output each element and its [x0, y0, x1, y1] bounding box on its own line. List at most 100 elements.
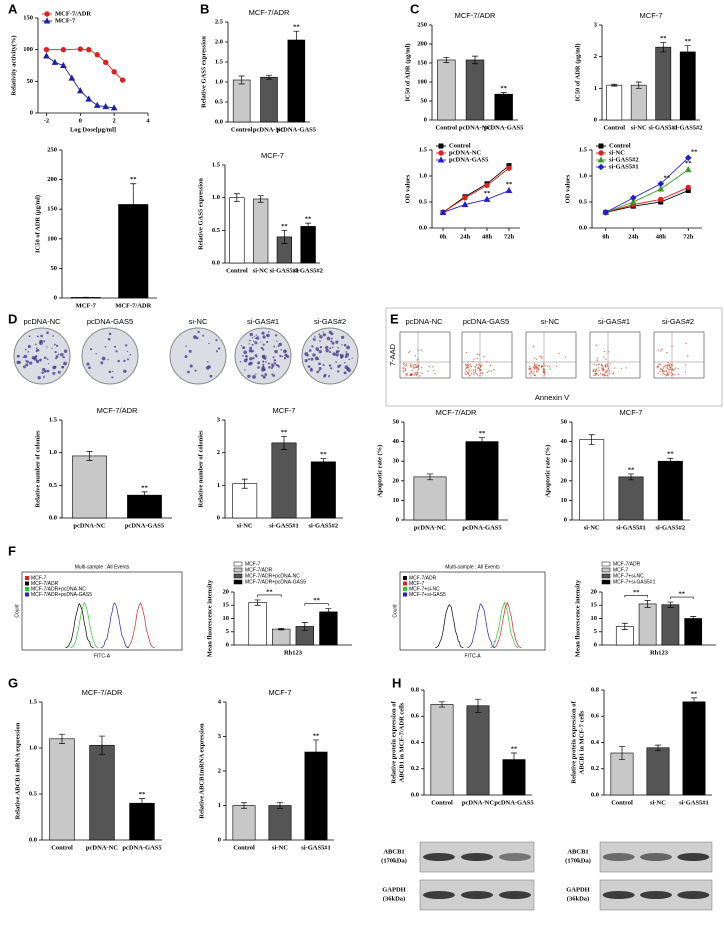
event: [607, 351, 610, 353]
colony: [325, 348, 329, 353]
event: [402, 370, 404, 372]
chart-title: MCF-7/ADR: [436, 408, 477, 417]
event: [417, 368, 420, 370]
event: [606, 363, 609, 366]
event: [533, 368, 536, 370]
bar: [638, 603, 657, 646]
legend-label: MCF-7/ADR: [613, 561, 641, 567]
error-bar: [257, 195, 264, 203]
colony: [274, 349, 278, 354]
y-tick-label: 0.0: [212, 259, 220, 266]
event: [473, 358, 475, 360]
y-axis-label: OD values: [404, 174, 411, 203]
colony: [262, 375, 266, 379]
event: [666, 373, 668, 375]
legend-swatch: [403, 592, 407, 597]
event: [412, 364, 415, 366]
colony: [25, 363, 29, 367]
colony: [46, 346, 48, 348]
event: [659, 370, 661, 373]
x-tick-label: MCF-7: [76, 302, 97, 309]
y-tick-label: 50: [27, 78, 34, 85]
colony: [316, 356, 318, 358]
axis-label: 7-AAD: [388, 343, 397, 366]
chart-title: MCF-7/ADR: [455, 11, 496, 20]
event: [535, 365, 537, 367]
colony: [202, 334, 205, 337]
blot-label: GAPDH: [382, 886, 405, 893]
marker: [598, 143, 604, 149]
dot-plot: [461, 331, 513, 379]
event: [664, 373, 666, 376]
event: [486, 371, 489, 374]
colony: [43, 356, 47, 360]
y-tick-label: 0: [396, 516, 399, 523]
event: [476, 353, 478, 355]
bar: [260, 76, 278, 123]
y-tick-label: 200: [417, 40, 427, 47]
bar: [679, 51, 696, 121]
y-tick-label: 0.8: [591, 686, 600, 693]
colony: [207, 361, 209, 363]
colony: [28, 335, 31, 338]
error-bar: [313, 739, 319, 765]
event: [417, 358, 419, 361]
colony: [52, 371, 56, 375]
histogram-curve: [65, 603, 94, 649]
legend-label: pcDNA-NC: [449, 149, 481, 156]
colony: [54, 365, 57, 369]
event: [601, 373, 604, 376]
event: [479, 369, 482, 371]
x-tick-label: MCF-7/ADR: [115, 302, 151, 309]
event: [473, 373, 475, 376]
colony: [252, 375, 256, 379]
event: [677, 367, 679, 370]
event: [592, 369, 595, 372]
blot-label: ABCB1: [567, 848, 588, 855]
colony: [239, 360, 242, 363]
y-tick-label: 0.5: [579, 198, 588, 205]
image-label: si-NC: [189, 317, 208, 326]
event: [421, 372, 423, 375]
colony: [318, 362, 321, 366]
event: [609, 363, 611, 365]
x-tick-label: pcDNA-GAS5: [462, 524, 502, 531]
event: [670, 369, 673, 371]
x-tick-label: Control: [233, 844, 255, 851]
legend-label: si-GAS5#2: [609, 156, 639, 163]
marker: [462, 195, 468, 201]
event: [684, 364, 687, 366]
colony: [35, 349, 38, 352]
significance: **: [691, 690, 698, 697]
panel-label: H: [392, 675, 401, 690]
event: [406, 373, 408, 375]
event: [674, 367, 677, 369]
event: [467, 366, 469, 369]
colony: [346, 345, 350, 350]
y-tick-label: 0: [30, 109, 33, 116]
error-bar: [130, 183, 137, 226]
event: [465, 351, 468, 354]
event: [466, 364, 469, 366]
x-tick-label: 0h: [602, 233, 609, 240]
series-line: [442, 190, 510, 213]
event: [540, 365, 543, 368]
bar: [271, 442, 297, 519]
event: [414, 372, 416, 374]
colony: [86, 362, 90, 366]
event: [408, 350, 411, 353]
marker: [60, 46, 67, 53]
colony: [244, 369, 246, 371]
colony: [127, 358, 129, 361]
x-tick-label: si-GAS5#1: [616, 524, 646, 531]
plate: [301, 327, 359, 385]
image-label: si-GAS#1: [598, 317, 630, 326]
event: [564, 356, 567, 358]
marker: [43, 46, 50, 53]
event: [530, 371, 533, 373]
y-tick-label: 1.0: [579, 172, 587, 179]
event: [470, 372, 473, 375]
y-tick-label: 15: [591, 602, 598, 609]
event: [687, 355, 689, 357]
colony: [37, 375, 41, 380]
